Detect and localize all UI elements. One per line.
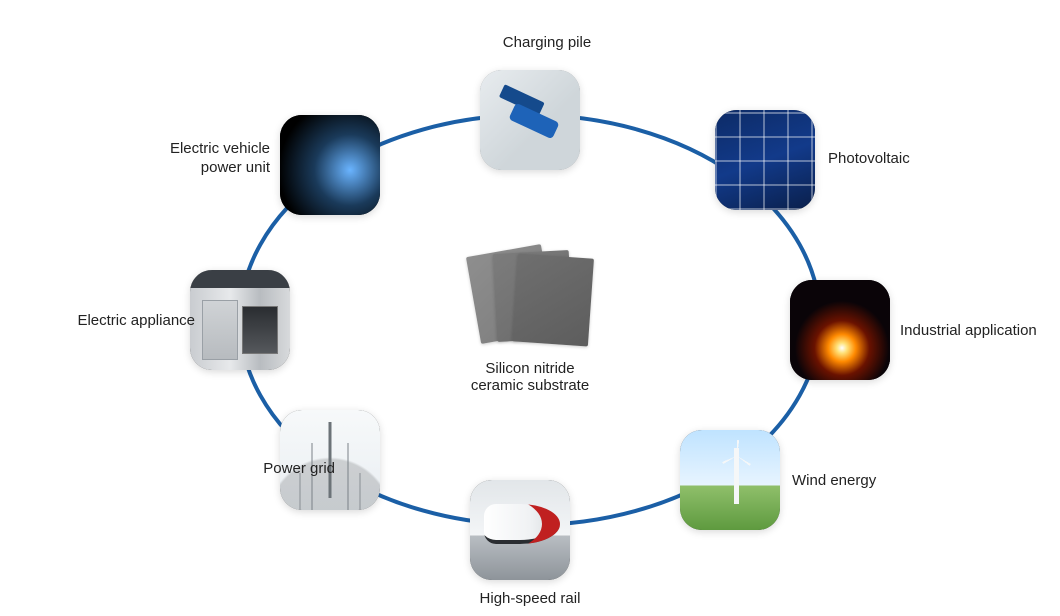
- photovoltaic-image-icon: [715, 110, 815, 210]
- label-photovoltaic: Photovoltaic: [828, 150, 910, 169]
- label-wind-energy: Wind energy: [792, 472, 876, 491]
- diagram-canvas: Silicon nitride ceramic substrate Chargi…: [0, 0, 1060, 616]
- label-power-grid: Power grid: [195, 460, 335, 479]
- ev-power-unit-image-icon: [280, 115, 380, 215]
- node-high-speed-rail: [470, 480, 570, 580]
- substrate-plate-icon: [512, 253, 594, 346]
- charging-pile-image-icon: [480, 70, 580, 170]
- center-caption: Silicon nitride ceramic substrate: [465, 360, 595, 394]
- label-electric-appliance: Electric appliance: [55, 312, 195, 331]
- node-wind-energy: [680, 430, 780, 530]
- label-high-speed-rail: High-speed rail: [470, 590, 590, 609]
- node-ev-power-unit: [280, 115, 380, 215]
- high-speed-rail-image-icon: [470, 480, 570, 580]
- node-electric-appliance: [190, 270, 290, 370]
- substrate-plates-icon: [465, 250, 595, 350]
- label-ev-power-unit: Electric vehicle power unit: [130, 140, 270, 178]
- label-charging-pile: Charging pile: [487, 34, 607, 53]
- center-product: Silicon nitride ceramic substrate: [465, 250, 595, 394]
- node-photovoltaic: [715, 110, 815, 210]
- electric-appliance-image-icon: [190, 270, 290, 370]
- industrial-application-image-icon: [790, 280, 890, 380]
- node-industrial-application: [790, 280, 890, 380]
- wind-energy-image-icon: [680, 430, 780, 530]
- node-charging-pile: [480, 70, 580, 170]
- label-industrial-application: Industrial application: [900, 322, 1037, 341]
